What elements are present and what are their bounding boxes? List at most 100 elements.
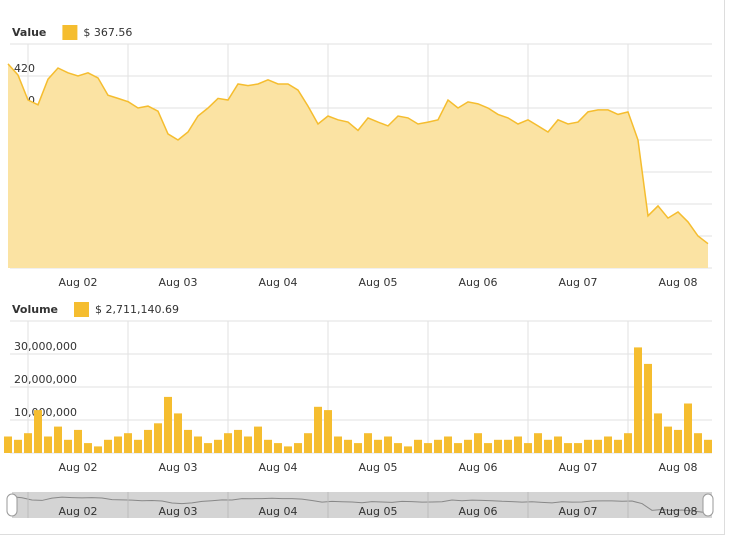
x-tick-label: Aug 05: [359, 276, 398, 289]
x-tick-label: Aug 02: [59, 276, 98, 289]
bar: [74, 429, 82, 453]
area-fill: [8, 63, 708, 269]
bar: [594, 439, 602, 453]
scroller-track[interactable]: [12, 492, 712, 518]
scroller-line-group: [11, 496, 713, 514]
legend-name: Value: [12, 26, 46, 39]
y-tick-label: 30,000,000: [14, 340, 77, 353]
bar: [344, 439, 352, 453]
scroller-label: Aug 07: [559, 505, 598, 518]
bar: [584, 439, 592, 453]
bar: [324, 410, 332, 453]
bar: [664, 426, 672, 453]
bar: [64, 439, 72, 453]
bar: [454, 443, 462, 453]
bar: [504, 439, 512, 453]
x-tick-label: Aug 03: [159, 461, 198, 474]
bar: [434, 439, 442, 453]
scroller-handle[interactable]: [702, 493, 714, 517]
bar: [574, 443, 582, 453]
bar: [104, 439, 112, 453]
bar: [674, 429, 682, 453]
bar: [124, 433, 132, 453]
legend-swatch: [74, 302, 89, 317]
bar: [224, 433, 232, 453]
bar: [484, 443, 492, 453]
bar: [154, 423, 162, 453]
bar: [234, 429, 242, 453]
x-tick-label: Aug 05: [359, 461, 398, 474]
legend-swatch: [62, 25, 78, 40]
scroller-line: [11, 496, 713, 514]
bar: [704, 439, 712, 453]
y-tick-label: 420: [14, 62, 35, 75]
scroller-handle[interactable]: [6, 493, 18, 517]
bar: [374, 439, 382, 453]
bar: [164, 396, 172, 453]
bar: [44, 436, 52, 453]
scroller-label: Aug 06: [459, 505, 498, 518]
bar: [414, 439, 422, 453]
x-tick-label: Aug 06: [459, 461, 498, 474]
bar: [14, 439, 22, 453]
bar: [304, 433, 312, 453]
bar: [514, 436, 522, 453]
bar: [604, 436, 612, 453]
bar: [474, 433, 482, 453]
bar: [294, 443, 302, 453]
bar: [314, 406, 322, 453]
bar: [214, 439, 222, 453]
x-tick-label: Aug 06: [459, 276, 498, 289]
scroller-label: Aug 04: [259, 505, 298, 518]
bar: [184, 429, 192, 453]
bar: [534, 433, 542, 453]
x-tick-label: Aug 02: [59, 461, 98, 474]
x-tick-label: Aug 08: [659, 276, 698, 289]
bar: [354, 443, 362, 453]
bar: [334, 436, 342, 453]
bar: [404, 446, 412, 453]
bar: [644, 363, 652, 453]
bar: [84, 443, 92, 453]
bar: [634, 347, 642, 453]
bar: [424, 443, 432, 453]
bar: [54, 426, 62, 453]
bar: [554, 436, 562, 453]
scroller-label: Aug 08: [659, 505, 698, 518]
y-tick-label: 10,000,000: [14, 406, 77, 419]
x-tick-label: Aug 07: [559, 276, 598, 289]
bar: [394, 443, 402, 453]
y-tick-label: 20,000,000: [14, 373, 77, 386]
bar: [494, 439, 502, 453]
scroller-label: Aug 02: [59, 505, 98, 518]
bar: [24, 433, 32, 453]
bar: [684, 403, 692, 453]
bar: [204, 443, 212, 453]
scroller-label: Aug 05: [359, 505, 398, 518]
bar: [624, 433, 632, 453]
bar: [694, 433, 702, 453]
x-tick-label: Aug 04: [259, 276, 298, 289]
legend-name: Volume: [12, 303, 58, 316]
bar: [254, 426, 262, 453]
legend-value: $ 367.56: [83, 26, 132, 39]
bar: [614, 439, 622, 453]
bar: [114, 436, 122, 453]
bar: [264, 439, 272, 453]
bar: [274, 443, 282, 453]
bar: [244, 436, 252, 453]
x-tick-label: Aug 04: [259, 461, 298, 474]
legend-value: $ 2,711,140.69: [95, 303, 179, 316]
x-tick-label: Aug 07: [559, 461, 598, 474]
bar: [174, 413, 182, 453]
scroller-label: Aug 03: [159, 505, 198, 518]
frame: [0, 0, 725, 535]
bar: [134, 439, 142, 453]
bar: [94, 446, 102, 453]
bar: [654, 413, 662, 453]
bar: [524, 443, 532, 453]
x-tick-label: Aug 08: [659, 461, 698, 474]
bar: [464, 439, 472, 453]
area-line: [7, 63, 709, 245]
